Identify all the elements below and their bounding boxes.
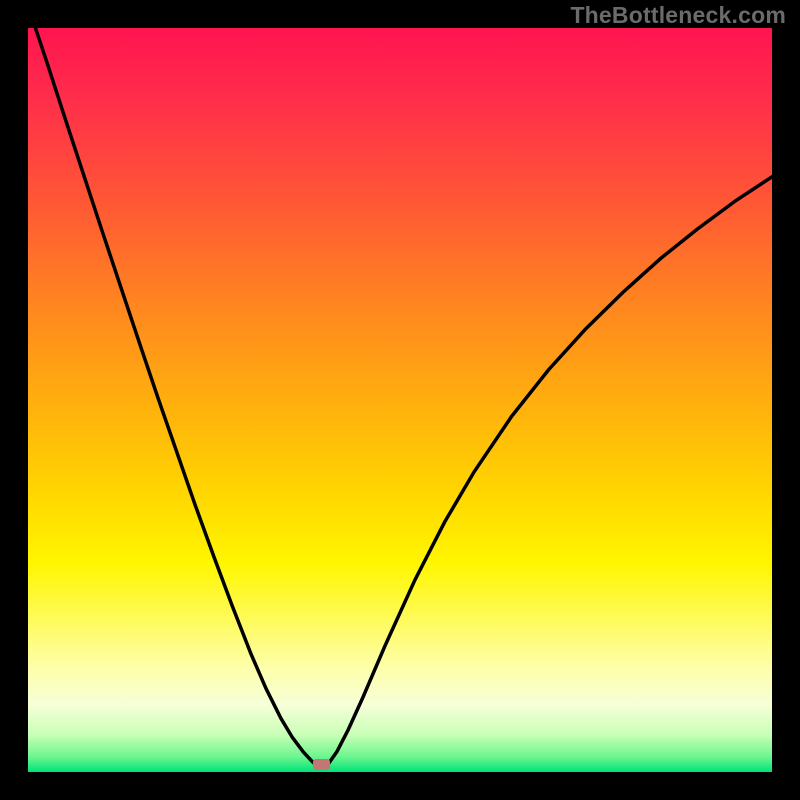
plot-area bbox=[28, 28, 772, 772]
minimum-marker bbox=[313, 759, 330, 770]
watermark-text: TheBottleneck.com bbox=[570, 2, 786, 29]
bottleneck-curve bbox=[28, 28, 772, 772]
chart-frame: TheBottleneck.com bbox=[0, 0, 800, 800]
